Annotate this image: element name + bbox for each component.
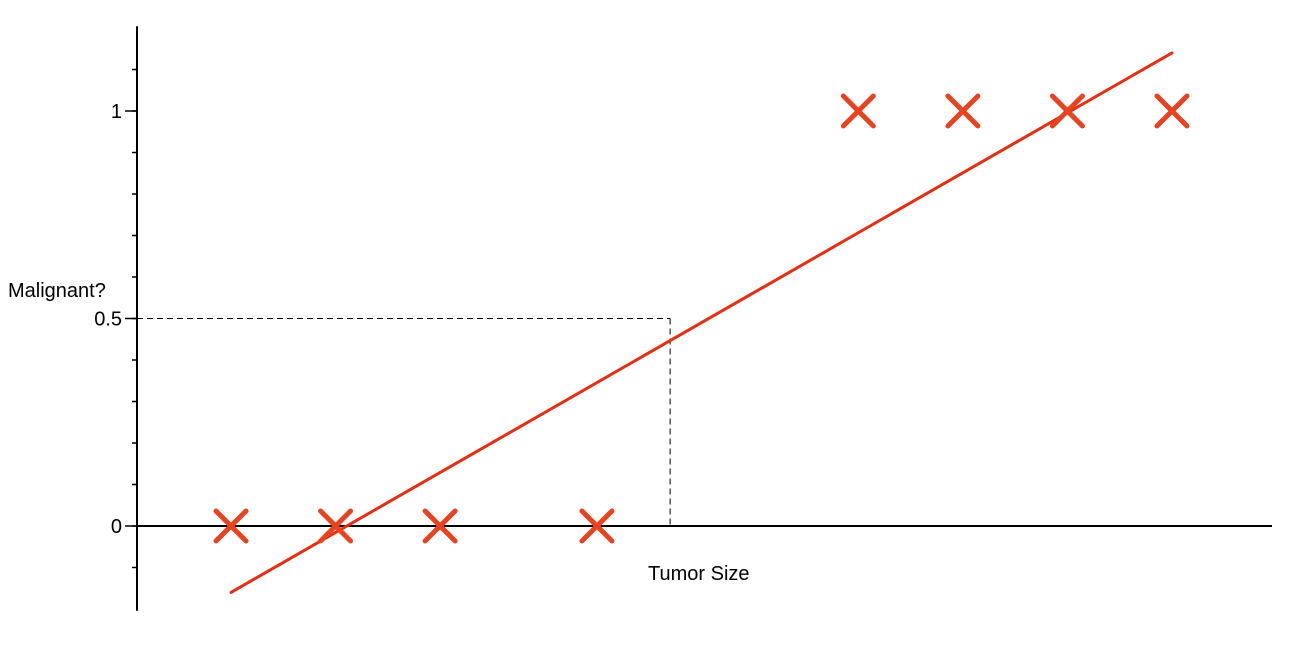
threshold-guides xyxy=(137,318,671,526)
fit-line xyxy=(229,51,1174,594)
x-marker-stroke xyxy=(213,508,249,544)
y-tick-label: 0 xyxy=(111,516,122,538)
x-marker-stroke xyxy=(840,93,876,129)
data-point-x-marker xyxy=(945,93,981,129)
data-point-x-marker xyxy=(318,508,354,544)
data-point-x-marker xyxy=(840,93,876,129)
labels: Malignant? Tumor Size xyxy=(8,280,750,585)
y-axis-label: Malignant? xyxy=(8,280,106,302)
fit-line-group xyxy=(229,51,1174,594)
x-marker-stroke xyxy=(945,93,981,129)
x-marker-stroke xyxy=(579,508,615,544)
data-point-x-marker xyxy=(422,508,458,544)
data-point-x-marker xyxy=(1154,93,1190,129)
data-points xyxy=(213,93,1190,544)
y-tick-label: 0.5 xyxy=(94,309,122,331)
data-point-x-marker xyxy=(1049,93,1085,129)
y-tick-label: 1 xyxy=(111,101,122,123)
x-marker-stroke xyxy=(1154,93,1190,129)
x-marker-stroke xyxy=(422,508,458,544)
x-marker-stroke xyxy=(318,508,354,544)
x-marker-stroke xyxy=(1049,93,1085,129)
data-point-x-marker xyxy=(579,508,615,544)
data-point-x-marker xyxy=(213,508,249,544)
x-axis-label: Tumor Size xyxy=(648,563,750,585)
